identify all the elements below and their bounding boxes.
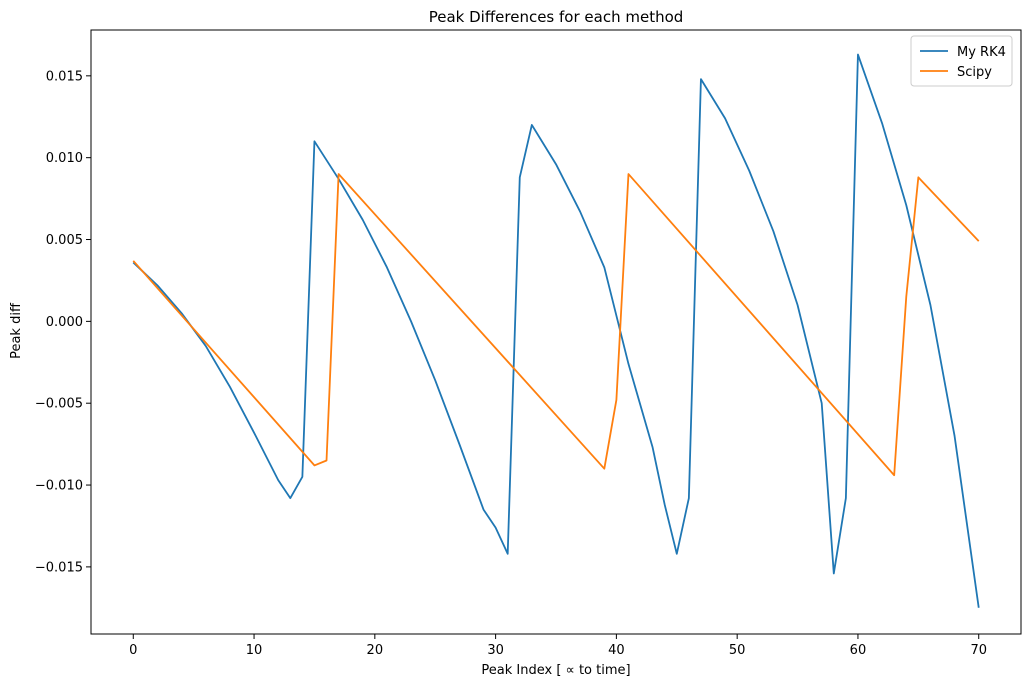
legend: My RK4 Scipy xyxy=(910,35,1013,87)
x-tick-label: 60 xyxy=(850,643,867,658)
x-tick-label: 10 xyxy=(246,643,263,658)
y-tick-label: −0.010 xyxy=(35,479,83,494)
legend-label-scipy: Scipy xyxy=(957,65,992,80)
legend-label-my-rk4: My RK4 xyxy=(957,45,1006,60)
y-tick-label: 0.000 xyxy=(46,315,83,330)
x-tick-label: 30 xyxy=(487,643,504,658)
legend-box xyxy=(910,35,1013,87)
y-tick-label: 0.005 xyxy=(46,233,83,248)
x-tick-label: 0 xyxy=(129,643,137,658)
x-axis-ticks: 0 10 20 30 40 50 60 70 xyxy=(129,634,987,658)
x-tick-label: 40 xyxy=(608,643,625,658)
y-axis-ticks: −0.015 −0.010 −0.005 0.000 0.005 0.010 0.015 xyxy=(35,69,91,575)
y-axis-label: Peak diff xyxy=(9,302,24,359)
x-tick-label: 50 xyxy=(729,643,746,658)
plot-frame xyxy=(90,29,1022,635)
series-line-scipy xyxy=(132,173,980,477)
y-tick-label: −0.015 xyxy=(35,560,83,575)
x-axis-label: Peak Index [ ∝ to time] xyxy=(481,663,630,678)
chart-title: Peak Differences for each method xyxy=(429,8,684,26)
x-tick-label: 70 xyxy=(970,643,987,658)
y-tick-label: 0.015 xyxy=(46,69,83,84)
y-tick-label: −0.005 xyxy=(35,397,83,412)
series-line-my-rk4 xyxy=(132,53,980,608)
y-tick-label: 0.010 xyxy=(46,151,83,166)
series-layer xyxy=(132,53,980,608)
x-tick-label: 20 xyxy=(367,643,384,658)
